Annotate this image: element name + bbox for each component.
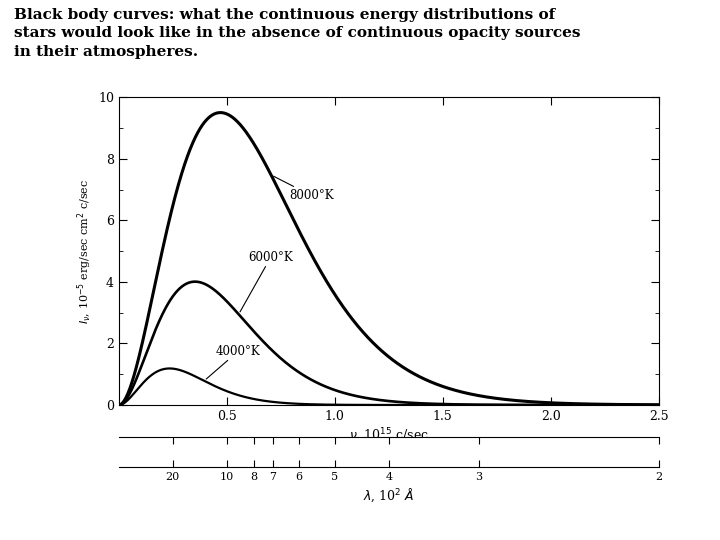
Text: 4000°K: 4000°K <box>206 345 261 379</box>
X-axis label: $\nu$, 10$^{15}$ c/sec: $\nu$, 10$^{15}$ c/sec <box>349 427 428 445</box>
Text: 6000°K: 6000°K <box>240 251 293 312</box>
Text: Black body curves: what the continuous energy distributions of
stars would look : Black body curves: what the continuous e… <box>14 8 581 59</box>
Y-axis label: $I_{\nu}$, 10$^{-5}$ erg/sec cm$^{2}$ c/sec: $I_{\nu}$, 10$^{-5}$ erg/sec cm$^{2}$ c/… <box>75 179 94 323</box>
X-axis label: $\lambda$, 10$^{2}$ $\AA$: $\lambda$, 10$^{2}$ $\AA$ <box>363 486 415 504</box>
Text: 8000°K: 8000°K <box>274 176 334 202</box>
